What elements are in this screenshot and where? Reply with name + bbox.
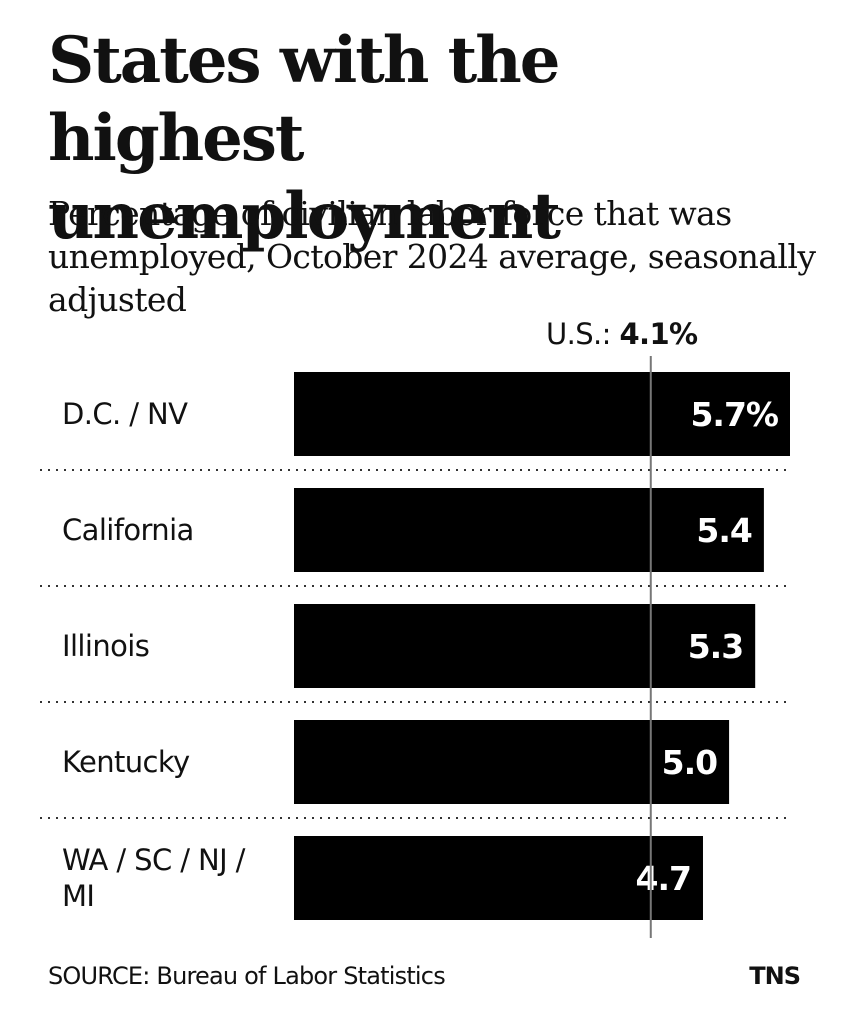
bar (294, 720, 730, 804)
bar-value-label: 4.7 (636, 859, 691, 898)
source-note: SOURCE: Bureau of Labor Statistics (48, 962, 446, 990)
bar-value-label: 5.7% (690, 395, 778, 434)
us-reference-value: 4.1% (619, 317, 698, 351)
category-label: WA / SC / NJ / MI (62, 843, 245, 913)
bar (294, 488, 764, 572)
credit-tns: TNS (749, 962, 801, 990)
category-label: D.C. / NV (62, 397, 188, 431)
us-reference-text: U.S.: (546, 317, 611, 351)
chart-subtitle: Percentage of civilian labor force that … (48, 194, 816, 319)
category-label: California (62, 513, 194, 547)
bar (294, 604, 756, 688)
chart-title: States with the highest unemployment (48, 23, 561, 254)
bar (294, 372, 790, 456)
bar-value-label: 5.4 (696, 511, 751, 550)
bar (294, 836, 703, 920)
bar-value-label: 5.3 (688, 627, 743, 666)
bar-value-label: 5.0 (662, 743, 717, 782)
category-label: Illinois (62, 629, 150, 663)
category-label: Kentucky (62, 745, 190, 779)
us-reference-label: U.S.: 4.1% (546, 314, 698, 354)
